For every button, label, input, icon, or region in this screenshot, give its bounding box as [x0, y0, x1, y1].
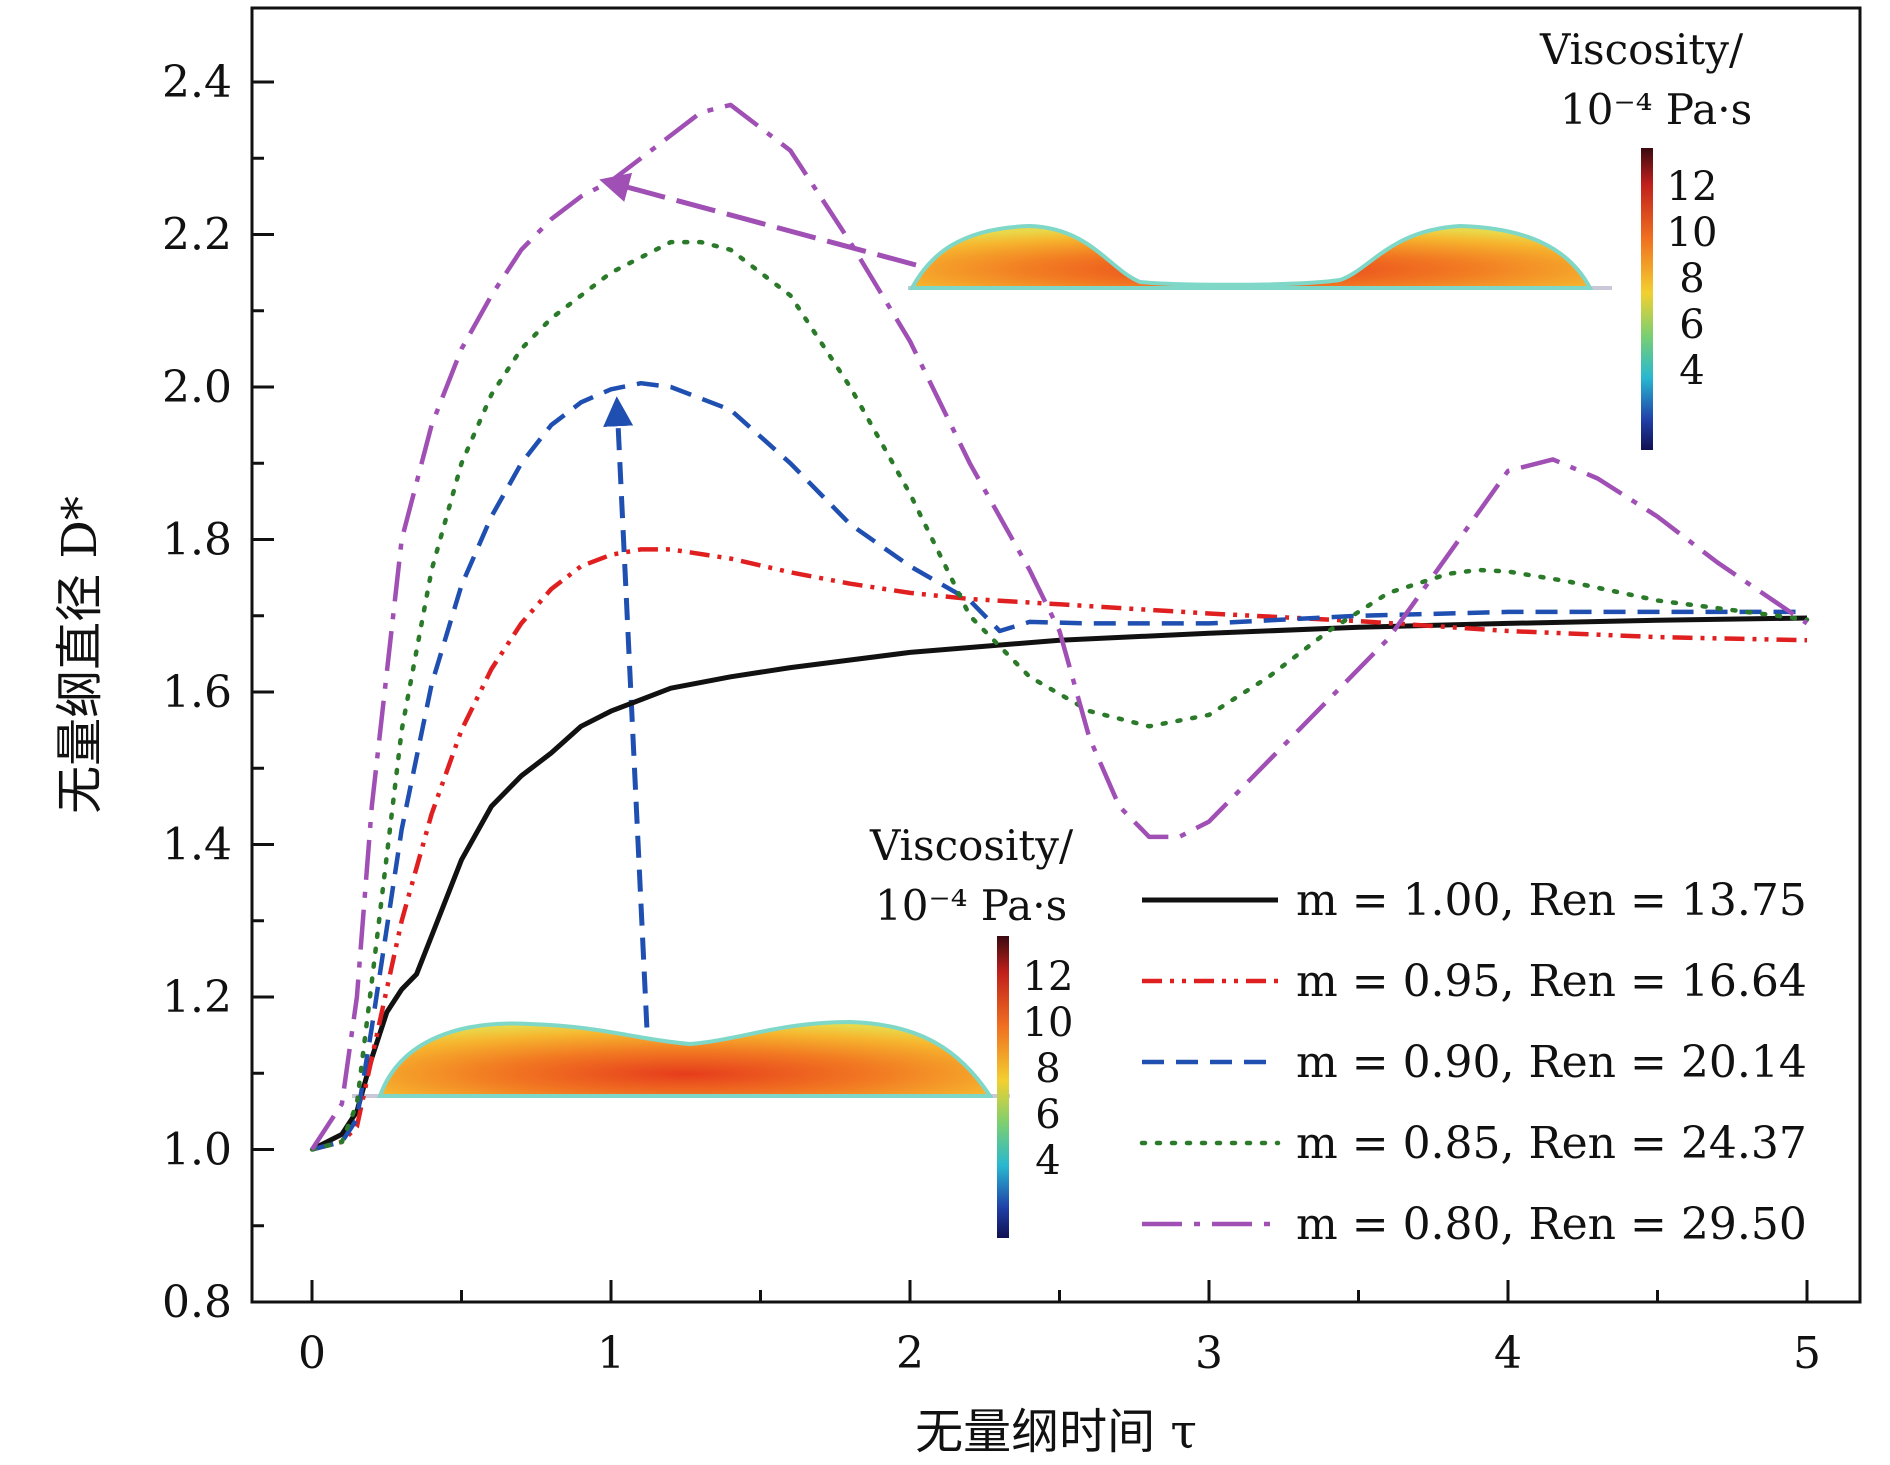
colorbar-tick-label: 10	[1667, 210, 1718, 256]
colorbar-tick-label: 8	[1679, 256, 1704, 302]
colorbar-tick-label: 4	[1679, 348, 1704, 394]
colorbar-upper-title-line1: Viscosity/	[1539, 25, 1744, 74]
colorbar-tick-label: 4	[1035, 1138, 1060, 1184]
colorbar-tick-label: 10	[1023, 1000, 1074, 1046]
plot-frame	[250, 6, 1862, 1304]
droplet-inset-lower	[352, 1019, 1010, 1098]
x-tick-label: 5	[1793, 1328, 1821, 1379]
y-tick-label: 1.0	[162, 1125, 232, 1176]
x-tick-label: 3	[1195, 1328, 1223, 1379]
colorbar-upper	[1641, 148, 1653, 450]
colorbar-tick-label: 12	[1667, 164, 1718, 210]
x-tick-label: 4	[1494, 1328, 1522, 1379]
y-tick-label: 1.2	[162, 972, 232, 1023]
legend-label-1: m = 0.95, Ren = 16.64	[1296, 956, 1807, 1007]
series-line-4	[310, 102, 1809, 1151]
series-line-2	[311, 380, 1807, 1152]
y-tick-label: 2.4	[162, 57, 232, 108]
y-tick-label: 2.0	[162, 362, 232, 413]
x-tick-label: 0	[298, 1328, 326, 1379]
colorbar-lower-title-line2: 10⁻⁴ Pa·s	[875, 881, 1067, 930]
legend: m = 1.00, Ren = 13.75 m = 0.95, Ren = 16.…	[1139, 875, 1807, 1250]
axis-ticks	[252, 80, 1809, 1304]
x-tick-label: 1	[597, 1328, 625, 1379]
x-axis-title: 无量纲时间 τ	[915, 1404, 1197, 1460]
annotation-arrow-0	[603, 396, 650, 1028]
y-tick-label: 1.6	[162, 667, 232, 718]
legend-label-0: m = 1.00, Ren = 13.75	[1296, 875, 1807, 926]
series-line-1	[311, 547, 1808, 1152]
series-line-0	[310, 615, 1808, 1152]
colorbar-lower-title-line1: Viscosity/	[869, 821, 1074, 870]
annotation-arrow-1	[599, 172, 917, 268]
legend-label-2: m = 0.90, Ren = 20.14	[1296, 1037, 1807, 1088]
legend-label-4: m = 0.80, Ren = 29.50	[1296, 1199, 1807, 1250]
colorbar-tick-label: 8	[1035, 1046, 1060, 1092]
x-tick-label: 2	[896, 1328, 924, 1379]
colorbar-lower	[997, 936, 1009, 1238]
axis-tick-labels: 0 1 2 3 4 50.81.01.21.41.61.82.02.22.4	[162, 57, 1821, 1379]
y-axis-title: 无量纲直径 D*	[52, 496, 108, 814]
y-tick-label: 1.8	[162, 515, 232, 566]
colorbar-tick-label: 6	[1679, 302, 1704, 348]
droplet-inset-upper	[908, 223, 1612, 290]
y-tick-label: 1.4	[162, 820, 232, 871]
series-line-3	[309, 239, 1810, 1152]
colorbar-upper-title-line2: 10⁻⁴ Pa·s	[1560, 85, 1752, 134]
colorbar-tick-label: 12	[1023, 954, 1074, 1000]
colorbar-tick-label: 6	[1035, 1092, 1060, 1138]
y-tick-label: 2.2	[162, 210, 232, 261]
y-tick-label: 0.8	[162, 1277, 232, 1328]
legend-label-3: m = 0.85, Ren = 24.37	[1296, 1118, 1807, 1169]
